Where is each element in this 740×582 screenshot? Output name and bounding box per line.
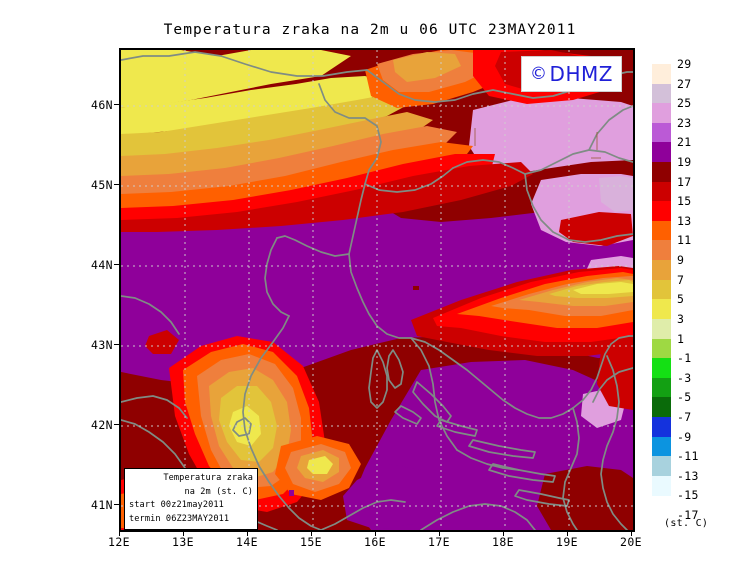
colorbar-swatch — [652, 299, 671, 320]
colorbar-label: 7 — [677, 272, 685, 287]
colorbar-swatch — [652, 416, 671, 438]
x-axis-label-14e: 14E — [236, 535, 258, 549]
colorbar-swatch — [652, 201, 671, 222]
y-axis-label-41n: 41N — [91, 498, 113, 512]
colorbar-label: -15 — [677, 488, 699, 503]
colorbar-label: 13 — [677, 213, 692, 228]
colorbar-label: 21 — [677, 135, 692, 150]
colorbar-label: 11 — [677, 233, 692, 248]
copyright-icon: © — [530, 63, 548, 84]
info-line-1: Temperatura zraka — [163, 473, 253, 483]
x-tick-mark — [375, 531, 376, 536]
colorbar-swatch — [652, 358, 671, 379]
colorbar-swatch — [652, 279, 671, 300]
x-tick-mark — [503, 531, 504, 536]
colorbar-swatch — [652, 338, 671, 359]
x-axis-label-16e: 16E — [364, 535, 386, 549]
info-line-2: na 2m (st. C) — [184, 486, 253, 497]
x-tick-mark — [567, 531, 568, 536]
colorbar-label: -1 — [677, 351, 692, 366]
colorbar-label: -9 — [677, 429, 692, 444]
y-axis-label-46n: 46N — [91, 98, 113, 112]
x-axis-label-20e: 20E — [620, 535, 642, 549]
colorbar: 29 27 25 23 21 19 17 15 13 11 9 7 5 3 1 -1 -3 -5 -7 -9 -11 -1… — [652, 57, 698, 522]
colorbar-swatch — [652, 397, 671, 418]
y-tick-mark — [114, 504, 119, 505]
colorbar-swatch — [652, 64, 671, 85]
y-tick-mark — [114, 344, 119, 345]
colorbar-label: 25 — [677, 96, 692, 111]
colorbar-swatch — [652, 142, 671, 163]
colorbar-label: -7 — [677, 409, 692, 424]
colorbar-swatch — [652, 318, 671, 340]
colorbar-label: -13 — [677, 468, 699, 483]
contour-field-svg — [121, 50, 633, 530]
x-tick-mark — [247, 531, 248, 536]
colorbar-label: 1 — [677, 331, 685, 346]
x-axis-label-13e: 13E — [172, 535, 194, 549]
colorbar-swatch — [652, 122, 671, 144]
dhmz-logo-text: DHMZ — [549, 62, 613, 86]
colorbar-swatch — [652, 103, 671, 124]
x-tick-mark — [119, 531, 120, 536]
map-plot-area[interactable]: © DHMZ Temperatura zraka na 2m (st. C) st… — [119, 48, 635, 532]
colorbar-label: 23 — [677, 115, 692, 130]
colorbar-swatch — [652, 181, 671, 202]
y-axis-label-45n: 45N — [91, 178, 113, 192]
colorbar-swatch — [652, 162, 671, 183]
x-tick-mark — [311, 531, 312, 536]
y-tick-mark — [114, 264, 119, 265]
y-axis-label-43n: 43N — [91, 338, 113, 352]
colorbar-label: 15 — [677, 194, 692, 209]
y-tick-mark — [114, 424, 119, 425]
colorbar-units-label: (st. C) — [664, 518, 709, 529]
x-axis-label-18e: 18E — [492, 535, 514, 549]
colorbar-swatch — [652, 377, 671, 398]
colorbar-swatch — [652, 475, 671, 496]
colorbar-swatch — [652, 220, 671, 242]
colorbar-swatch — [652, 240, 671, 261]
x-axis-label-19e: 19E — [556, 535, 578, 549]
y-tick-mark — [114, 184, 119, 185]
colorbar-label: 3 — [677, 311, 685, 326]
x-axis-label-17e: 17E — [428, 535, 450, 549]
y-axis-label-42n: 42N — [91, 418, 113, 432]
colorbar-label: 29 — [677, 57, 692, 71]
x-axis-label-12e: 12E — [108, 535, 130, 549]
colorbar-label: 9 — [677, 253, 685, 268]
y-tick-mark — [114, 104, 119, 105]
colorbar-label: -5 — [677, 390, 692, 405]
page-title: Temperatura zraka na 2m u 06 UTC 23MAY20… — [163, 22, 577, 38]
colorbar-label: 17 — [677, 174, 692, 189]
colorbar-swatch — [652, 260, 671, 281]
x-axis-label-15e: 15E — [300, 535, 322, 549]
colorbar-label: -3 — [677, 370, 692, 385]
colorbar-label: -17 — [677, 508, 699, 522]
map-info-box: Temperatura zraka na 2m (st. C) start 00… — [124, 468, 258, 530]
colorbar-label: 27 — [677, 76, 692, 91]
colorbar-label: 5 — [677, 292, 685, 307]
colorbar-label: -11 — [677, 449, 699, 464]
info-line-4: termin 06Z23MAY2011 — [129, 513, 230, 524]
x-tick-mark — [439, 531, 440, 536]
x-tick-mark — [631, 531, 632, 536]
y-axis-label-44n: 44N — [91, 258, 113, 272]
x-tick-mark — [183, 531, 184, 536]
colorbar-swatch — [652, 83, 671, 104]
info-line-3: start 00z21may2011 — [129, 500, 224, 510]
colorbar-swatch — [652, 456, 671, 477]
dhmz-logo: © DHMZ — [521, 56, 622, 92]
colorbar-swatch — [652, 436, 671, 457]
colorbar-label: 19 — [677, 155, 692, 170]
temperature-field — [121, 50, 633, 530]
